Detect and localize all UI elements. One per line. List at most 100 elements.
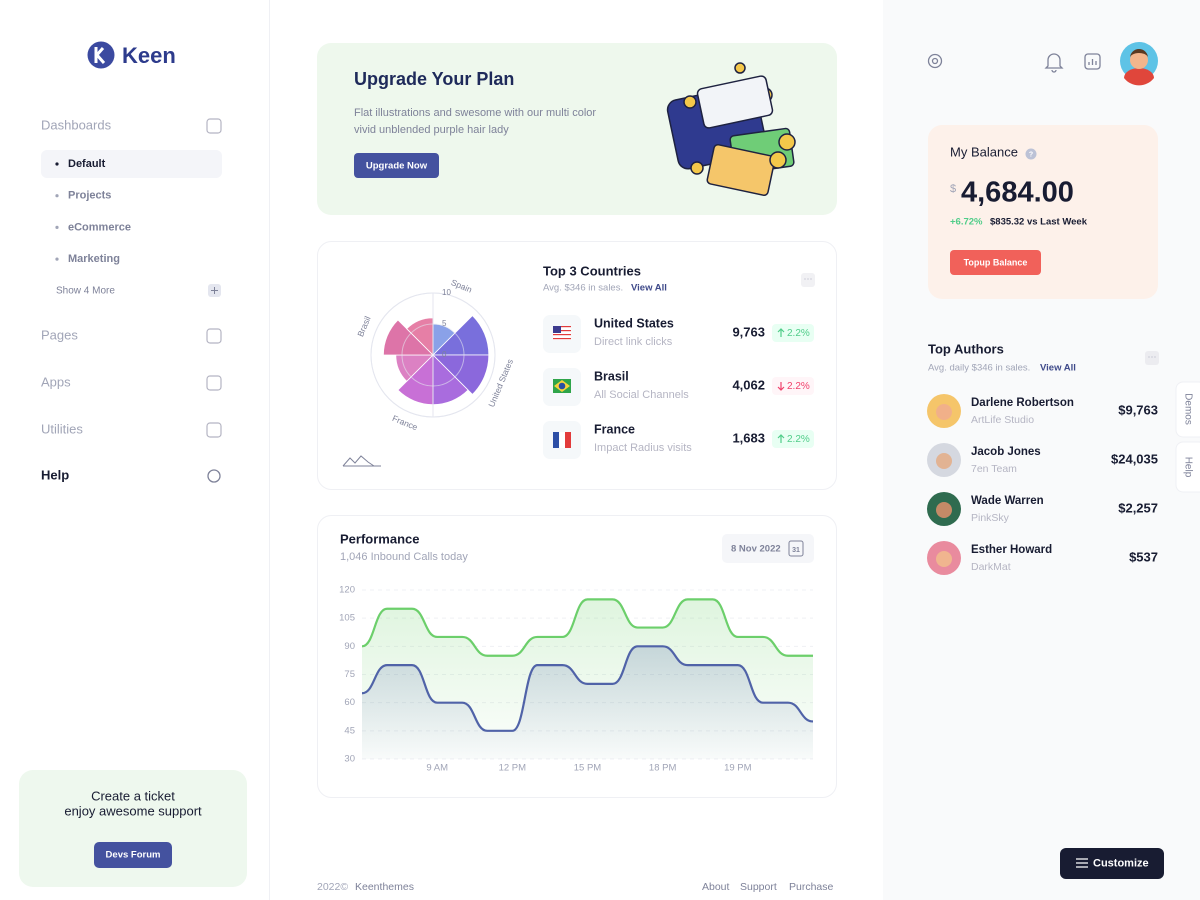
stats-icon-bars — [1088, 59, 1097, 65]
author-face — [936, 453, 952, 469]
change-value: 2.2% — [787, 381, 810, 392]
menu-item-active — [41, 150, 222, 178]
polar-tick-label: 0 — [442, 350, 447, 359]
change-value: 2.2% — [787, 434, 810, 445]
performance-subtitle: 1,046 Inbound Calls today — [340, 551, 468, 563]
footer-link[interactable]: Support — [740, 881, 777, 893]
change-value: 2.2% — [787, 328, 810, 339]
author-face — [936, 404, 952, 420]
button-label[interactable]: Topup Balance — [964, 257, 1028, 267]
copyright: 2022© — [317, 881, 348, 893]
y-tick-label: 105 — [339, 613, 355, 624]
menu-bullet — [55, 257, 59, 261]
balance-change: +6.72% — [950, 217, 983, 228]
flag — [559, 432, 565, 448]
x-tick-label: 18 PM — [649, 763, 677, 774]
plus-mark — [211, 287, 218, 294]
brand[interactable]: Keen — [87, 41, 176, 69]
series-line — [361, 598, 813, 657]
author-row[interactable]: Esther Howard DarkMat $537 — [927, 541, 1158, 575]
show-more[interactable]: Show 4 More — [56, 286, 115, 297]
devs-forum-button[interactable] — [94, 842, 172, 868]
y-tick-label: 45 — [344, 725, 355, 736]
settings-icon[interactable] — [927, 53, 943, 69]
countries-card — [317, 241, 837, 490]
flag-globe — [558, 382, 566, 390]
menu-section[interactable]: Pages — [41, 327, 78, 342]
author-company: PinkSky — [971, 512, 1010, 524]
flag-stripe — [553, 326, 571, 328]
logo — [87, 41, 115, 69]
side-tab[interactable] — [1175, 381, 1200, 438]
author-amount: $2,257 — [1118, 500, 1158, 515]
company[interactable]: Keenthemes — [355, 881, 414, 893]
view-all-link[interactable]: View All — [631, 283, 667, 294]
y-tick-label: 30 — [344, 754, 355, 765]
settings-icon-core — [931, 57, 939, 65]
customize-button[interactable] — [1060, 848, 1164, 879]
author-name: Wade Warren — [971, 495, 1044, 507]
country-row: United States Direct link clicks 9,763 2.2% — [543, 315, 814, 353]
authors-list: Darlene Robertson ArtLife Studio $9,763 Jac… — [927, 394, 1158, 575]
footer-link[interactable]: About — [702, 881, 730, 893]
flag-canton — [553, 326, 561, 333]
more-button[interactable] — [801, 273, 815, 287]
change-badge — [772, 324, 814, 342]
button-label[interactable]: Customize — [1093, 857, 1149, 869]
upgrade-button[interactable] — [354, 153, 439, 178]
balance-title: My Balance — [950, 144, 1018, 159]
topup-button[interactable] — [950, 250, 1041, 275]
menu-section[interactable]: Apps — [41, 374, 71, 389]
balance-amount: 4,684.00 — [961, 177, 1074, 209]
side-tab[interactable] — [1175, 441, 1200, 493]
menu-item[interactable]: Marketing — [68, 253, 120, 265]
country-value: 9,763 — [732, 324, 765, 339]
menu-bullet — [55, 225, 59, 229]
polar-segment — [382, 319, 434, 356]
menu-section[interactable]: Help — [41, 467, 69, 482]
author-row[interactable]: Wade Warren PinkSky $2,257 — [927, 492, 1158, 526]
country-row: Brasil All Social Channels 4,062 2.2% — [543, 368, 814, 406]
calendar-day: 31 — [792, 547, 800, 554]
side-tab-label[interactable]: Help — [1182, 457, 1193, 478]
menu-item[interactable]: Projects — [68, 190, 111, 202]
more-dots: ··· — [804, 273, 813, 283]
change-badge — [772, 430, 814, 448]
side-tab-label[interactable]: Demos — [1182, 393, 1193, 425]
upgrade-title: Upgrade Your Plan — [354, 69, 514, 89]
button-label[interactable]: Devs Forum — [106, 850, 161, 861]
menu-section[interactable]: Utilities — [41, 421, 83, 436]
notifications-icon[interactable] — [1044, 53, 1064, 73]
brand-name: Keen — [122, 43, 176, 68]
y-tick-label: 120 — [339, 585, 355, 596]
logo-k — [94, 47, 106, 64]
change-arrow — [777, 382, 785, 391]
flag — [565, 432, 571, 448]
menu-section[interactable]: Dashboards — [41, 117, 112, 132]
country-value: 4,062 — [732, 377, 765, 392]
calendar-icon — [788, 540, 804, 557]
menu-item[interactable]: Default — [68, 158, 106, 170]
flag-stripe — [553, 334, 571, 336]
date-label[interactable]: 8 Nov 2022 — [731, 544, 781, 555]
user-avatar[interactable] — [1120, 42, 1158, 86]
sparkline-icon — [342, 455, 381, 467]
country-source: Impact Radius visits — [594, 442, 692, 454]
more-button[interactable] — [1145, 351, 1159, 365]
author-row[interactable]: Darlene Robertson ArtLife Studio $9,763 — [927, 394, 1158, 428]
view-all-link[interactable]: View All — [1040, 363, 1076, 374]
country-name: United States — [594, 316, 674, 330]
menu-item[interactable]: eCommerce — [68, 221, 131, 233]
stats-icon[interactable] — [1084, 53, 1101, 70]
menu-bullet — [55, 162, 59, 166]
countries-title: Top 3 Countries — [543, 263, 641, 278]
button-label[interactable]: Upgrade Now — [366, 161, 428, 172]
help-badge[interactable] — [1025, 148, 1037, 160]
author-row[interactable]: Jacob Jones 7en Team $24,035 — [927, 443, 1158, 477]
author-company: DarkMat — [971, 561, 1011, 573]
y-tick-label: 90 — [344, 641, 355, 652]
customize-icon — [1076, 858, 1088, 868]
menu-icon — [206, 375, 222, 391]
footer-link[interactable]: Purchase — [789, 881, 834, 893]
